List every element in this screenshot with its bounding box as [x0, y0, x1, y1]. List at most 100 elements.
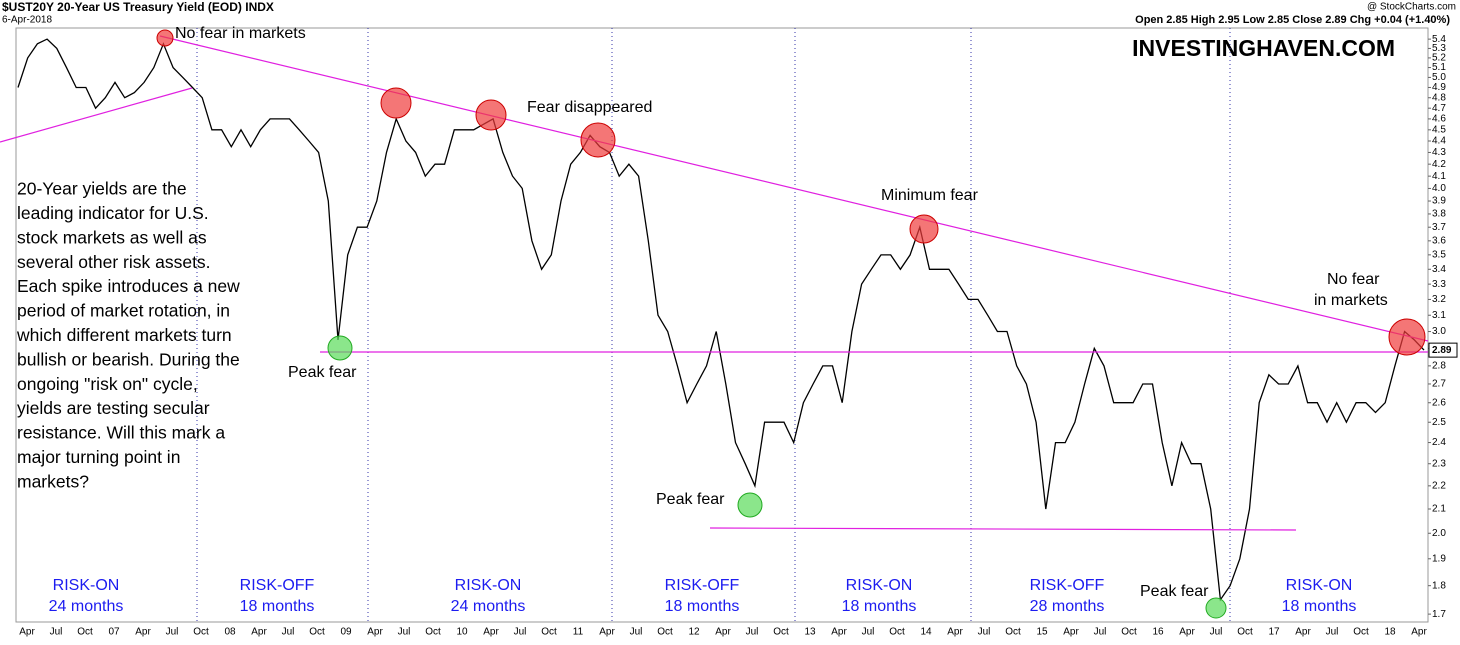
y-tick-label: 3.3	[1432, 279, 1446, 290]
y-tick-label: 4.1	[1432, 171, 1446, 182]
y-tick-label: 2.1	[1432, 504, 1446, 515]
chart-date: 6-Apr-2018	[2, 15, 52, 26]
red-circle	[909, 214, 939, 244]
x-tick-label: Oct	[193, 627, 209, 638]
quote: Open 2.85 High 2.95 Low 2.85 Close 2.89 …	[1135, 14, 1450, 26]
x-tick-label: Oct	[425, 627, 441, 638]
annotation: Peak fear	[1140, 583, 1209, 600]
x-tick-label: Apr	[367, 627, 383, 638]
annotation: Minimum fear	[881, 187, 979, 204]
y-tick-label: 3.4	[1432, 264, 1446, 275]
regime-label: 24 months	[451, 598, 526, 615]
commentary-line: 20-Year yields are the	[17, 179, 187, 199]
commentary-line: bullish or bearish. During the	[17, 349, 240, 369]
commentary-line: resistance. Will this mark a	[17, 423, 225, 443]
annotation: Fear disappeared	[527, 99, 652, 116]
y-tick-label: 2.6	[1432, 397, 1446, 408]
x-tick-label: Apr	[19, 627, 35, 638]
y-tick-label: 4.6	[1432, 114, 1446, 125]
x-tick-label: 08	[224, 627, 236, 638]
x-tick-label: Jul	[1094, 627, 1107, 638]
x-tick-label: 09	[340, 627, 352, 638]
x-tick-label: Oct	[889, 627, 905, 638]
red-circle	[380, 87, 412, 119]
y-tick-label: 2.0	[1432, 528, 1446, 539]
x-tick-label: 17	[1268, 627, 1280, 638]
y-tick-label: 5.4	[1432, 34, 1446, 45]
y-tick-label: 4.9	[1432, 82, 1446, 93]
red-circle	[1388, 318, 1426, 356]
regime-label: RISK-OFF	[1030, 577, 1105, 594]
regime-label: RISK-ON	[1286, 577, 1353, 594]
green-circle	[327, 335, 353, 361]
x-tick-label: 10	[456, 627, 468, 638]
trend-line	[159, 35, 1429, 342]
green-circle	[737, 492, 763, 518]
red-circle	[580, 122, 616, 158]
y-tick-label: 3.7	[1432, 222, 1446, 233]
regime-label: 28 months	[1030, 598, 1105, 615]
last-value-box	[1428, 342, 1458, 358]
x-tick-label: Jul	[50, 627, 63, 638]
x-tick-label: Apr	[831, 627, 847, 638]
y-tick-label: 2.4	[1432, 437, 1446, 448]
x-tick-label: Jul	[398, 627, 411, 638]
y-tick-label: 3.0	[1432, 326, 1446, 337]
x-tick-label: Apr	[715, 627, 731, 638]
commentary-line: stock markets as well as	[17, 227, 207, 247]
support-line	[709, 527, 1297, 531]
y-tick-label: 5.3	[1432, 43, 1446, 54]
y-tick-label: 3.9	[1432, 196, 1446, 207]
x-tick-label: Apr	[1179, 627, 1195, 638]
x-tick-label: Oct	[77, 627, 93, 638]
y-tick-label: 2.8	[1432, 361, 1446, 372]
regime-label: RISK-ON	[455, 577, 522, 594]
last-value-label: 2.89	[1432, 345, 1452, 356]
x-tick-label: 13	[804, 627, 816, 638]
y-tick-label: 3.5	[1432, 249, 1446, 260]
x-tick-label: Jul	[862, 627, 875, 638]
source: @ StockCharts.com	[1367, 2, 1456, 13]
y-tick-label: 2.3	[1432, 458, 1446, 469]
trend-lines	[0, 35, 1429, 531]
x-tick-label: Apr	[135, 627, 151, 638]
y-tick-label: 1.8	[1432, 580, 1446, 591]
x-tick-label: Oct	[657, 627, 673, 638]
regime-label: RISK-OFF	[665, 577, 740, 594]
x-tick-label: Apr	[947, 627, 963, 638]
x-tick-label: Jul	[978, 627, 991, 638]
x-tick-label: Oct	[1121, 627, 1137, 638]
commentary-line: ongoing "risk on" cycle,	[17, 374, 198, 394]
x-tick-label: Oct	[541, 627, 557, 638]
x-tick-label: 11	[573, 627, 584, 638]
commentary-line: leading indicator for U.S.	[17, 203, 209, 223]
y-tick-label: 4.5	[1432, 124, 1446, 135]
y-tick-label: 4.3	[1432, 147, 1446, 158]
regime-label: 18 months	[842, 598, 917, 615]
regime-label: 18 months	[1282, 598, 1357, 615]
trend-line	[0, 87, 193, 143]
y-tick-label: 4.2	[1432, 159, 1446, 170]
y-tick-label: 4.8	[1432, 92, 1446, 103]
red-circle	[475, 99, 507, 131]
regime-label: 24 months	[49, 598, 124, 615]
x-tick-label: Apr	[1063, 627, 1079, 638]
x-tick-label: Jul	[630, 627, 643, 638]
x-tick-label: 16	[1152, 627, 1164, 638]
highlights	[156, 29, 1426, 619]
annotation: Peak fear	[288, 364, 357, 381]
x-tick-label: 07	[108, 627, 120, 638]
x-tick-label: Apr	[599, 627, 615, 638]
annotation: Peak fear	[656, 491, 725, 508]
x-tick-label: Oct	[1237, 627, 1253, 638]
y-tick-label: 2.5	[1432, 417, 1446, 428]
cycle-dividers	[196, 28, 1231, 622]
watermark: INVESTINGHAVEN.COM	[1132, 35, 1395, 61]
regime-label: RISK-ON	[846, 577, 913, 594]
x-tick-label: 15	[1036, 627, 1048, 638]
y-tick-label: 2.7	[1432, 379, 1446, 390]
commentary-line: which different markets turn	[16, 325, 232, 345]
y-tick-label: 4.4	[1432, 136, 1446, 147]
x-tick-label: Oct	[773, 627, 789, 638]
